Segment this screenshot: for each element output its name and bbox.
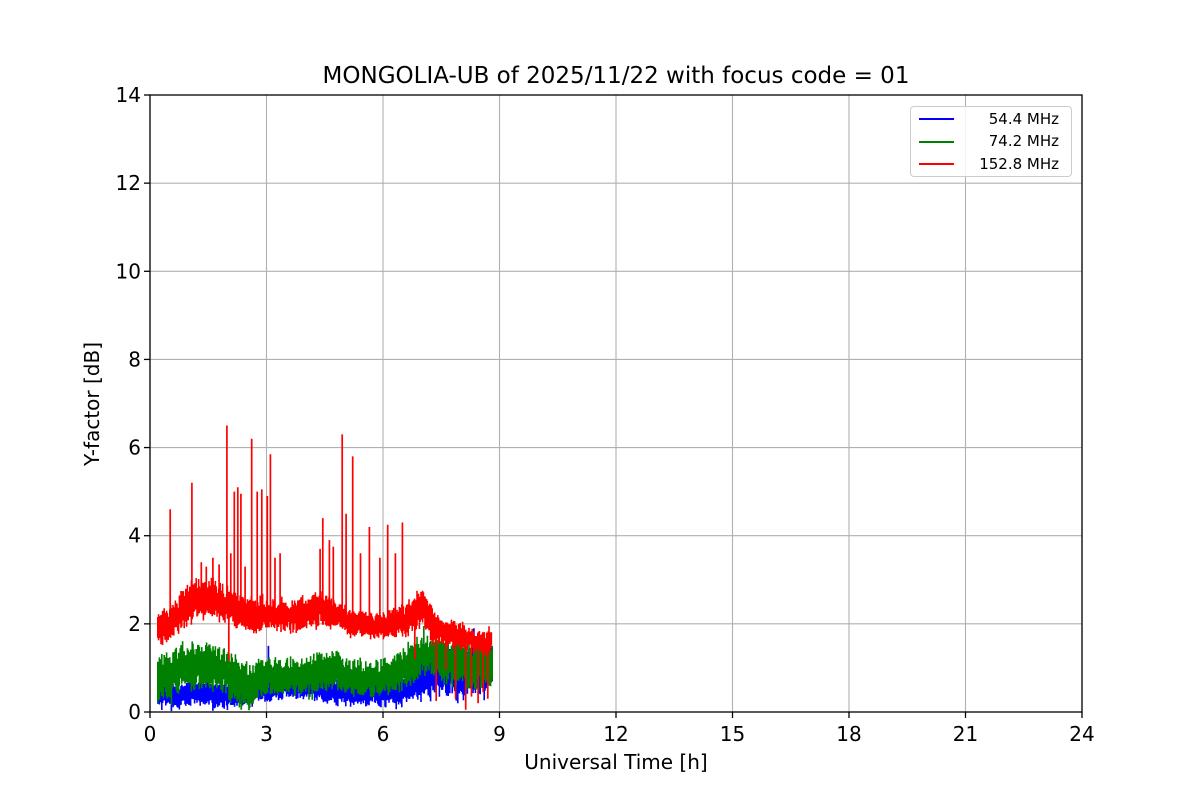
x-tick-label: 21	[953, 722, 978, 746]
legend-item: 74.2 MHz	[911, 131, 1071, 154]
y-axis-label: Y-factor [dB]	[80, 342, 104, 467]
y-tick-label: 0	[128, 700, 141, 724]
x-tick-label: 6	[377, 722, 390, 746]
y-tick-label: 14	[116, 83, 141, 107]
legend-line-swatch-54-4mhz	[919, 118, 954, 121]
legend: 54.4 MHz 74.2 MHz 152.8 MHz	[910, 106, 1072, 177]
y-tick-label: 12	[116, 171, 141, 195]
x-axis-label: Universal Time [h]	[524, 750, 708, 774]
x-tick-label: 3	[260, 722, 273, 746]
x-tick-label: 15	[720, 722, 745, 746]
x-tick-label: 0	[144, 722, 157, 746]
legend-line-swatch-74-2mhz	[919, 140, 954, 143]
y-tick-label: 4	[128, 524, 141, 548]
legend-item-label: 152.8 MHz	[979, 154, 1059, 173]
chart-title: MONGOLIA-UB of 2025/11/22 with focus cod…	[322, 63, 910, 89]
legend-item: 54.4 MHz	[911, 108, 1071, 131]
x-tick-label: 24	[1069, 722, 1094, 746]
y-tick-label: 2	[128, 612, 141, 636]
legend-line-swatch-152-8mhz	[919, 163, 954, 166]
series-spikes-74-2-mhz	[240, 626, 425, 711]
legend-item-label: 54.4 MHz	[988, 109, 1059, 128]
y-tick-label: 10	[116, 259, 141, 283]
series-line-152-8-mhz	[157, 425, 493, 710]
y-tick-label: 8	[128, 347, 141, 371]
x-tick-label: 12	[603, 722, 628, 746]
series-spikes-152-8-mhz	[169, 425, 489, 710]
x-tick-label: 9	[493, 722, 506, 746]
x-tick-label: 18	[836, 722, 861, 746]
legend-item: 152.8 MHz	[911, 153, 1071, 176]
legend-item-label: 74.2 MHz	[988, 132, 1059, 151]
y-tick-label: 6	[128, 436, 141, 460]
